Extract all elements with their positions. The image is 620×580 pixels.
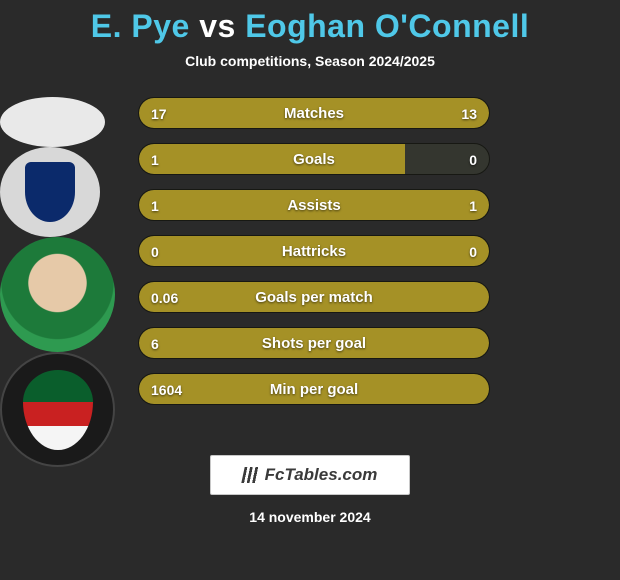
bars-icon — [241, 467, 262, 483]
title-vs: vs — [199, 8, 236, 44]
stat-row: 1Assists1 — [138, 189, 490, 221]
shield-icon — [25, 162, 75, 222]
brand-label: FcTables.com — [265, 465, 378, 485]
stat-value-right: 1 — [469, 190, 477, 221]
stat-value-right: 0 — [469, 236, 477, 267]
stat-label: Hattricks — [139, 236, 489, 267]
player1-avatar — [0, 97, 105, 147]
stat-label: Shots per goal — [139, 328, 489, 359]
date-label: 14 november 2024 — [0, 509, 620, 525]
stat-label: Matches — [139, 98, 489, 129]
shield-icon — [23, 370, 93, 450]
stat-label: Goals — [139, 144, 489, 175]
subtitle: Club competitions, Season 2024/2025 — [0, 53, 620, 69]
title-player2: Eoghan O'Connell — [245, 8, 529, 44]
stat-value-right: 13 — [461, 98, 477, 129]
stat-label: Assists — [139, 190, 489, 221]
stat-row: 1604Min per goal — [138, 373, 490, 405]
stat-row: 17Matches13 — [138, 97, 490, 129]
stat-row: 0.06Goals per match — [138, 281, 490, 313]
stat-bars: 17Matches131Goals01Assists10Hattricks00.… — [138, 97, 490, 419]
title-player1: E. Pye — [91, 8, 190, 44]
stat-label: Goals per match — [139, 282, 489, 313]
player1-club-crest — [0, 147, 100, 237]
stat-row: 1Goals0 — [138, 143, 490, 175]
brand-badge: FcTables.com — [210, 455, 410, 495]
page-title: E. Pye vs Eoghan O'Connell — [0, 0, 620, 45]
stat-row: 0Hattricks0 — [138, 235, 490, 267]
stat-label: Min per goal — [139, 374, 489, 405]
stat-row: 6Shots per goal — [138, 327, 490, 359]
comparison-layout: 17Matches131Goals01Assists10Hattricks00.… — [0, 97, 620, 437]
stat-value-right: 0 — [469, 144, 477, 175]
player2-club-crest — [0, 352, 115, 467]
player2-avatar — [0, 237, 115, 352]
